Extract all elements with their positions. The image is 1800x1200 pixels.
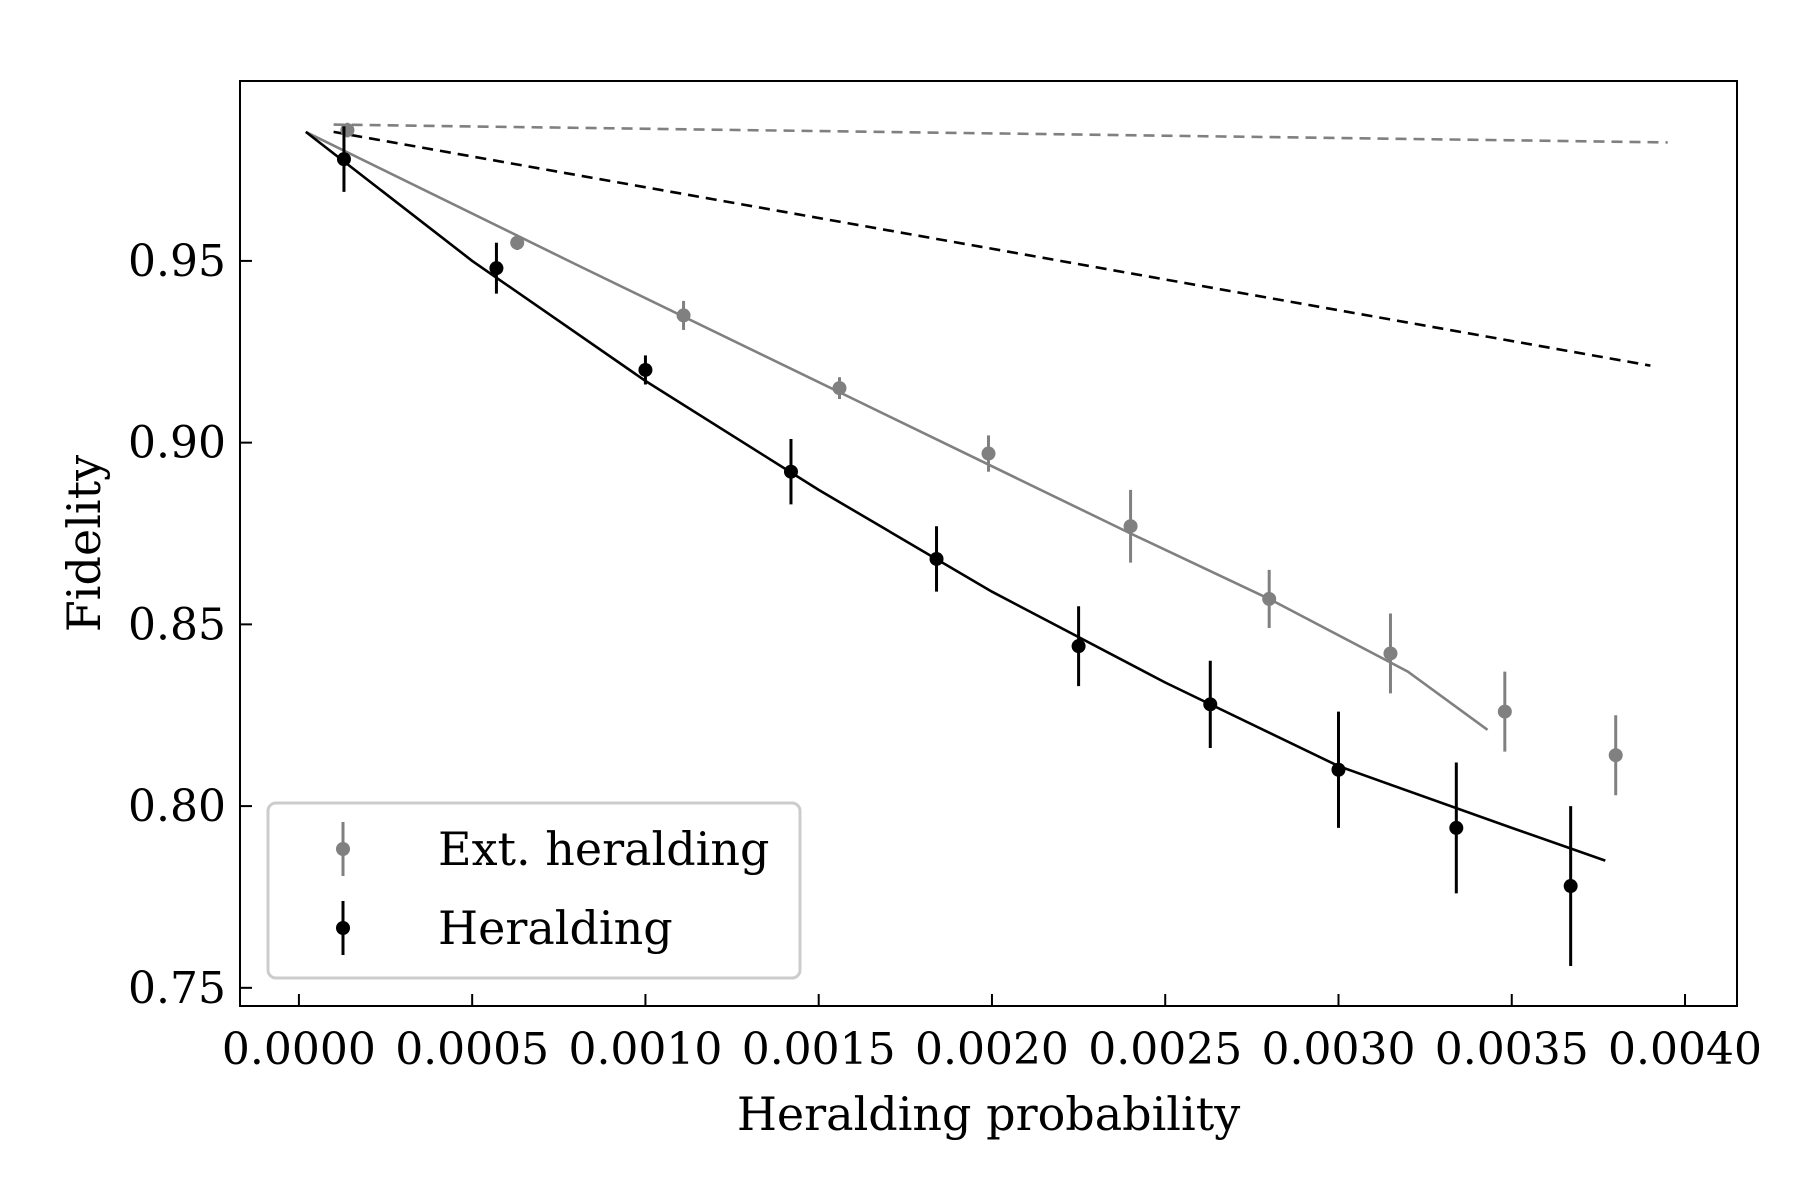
y-tick-label: 0.75: [128, 963, 226, 1014]
data-point: [1449, 820, 1464, 835]
data-point: [336, 152, 351, 167]
plot-area: [305, 122, 1668, 967]
data-point: [510, 235, 525, 250]
data-point: [783, 464, 798, 479]
y-tick-label: 0.80: [128, 781, 226, 832]
y-tick-label: 0.90: [128, 418, 226, 469]
data-point: [1203, 697, 1218, 712]
x-tick-label: 0.0015: [742, 1024, 896, 1075]
legend-marker: [336, 842, 350, 856]
x-tick-label: 0.0025: [1088, 1024, 1242, 1075]
x-tick-label: 0.0040: [1608, 1024, 1762, 1075]
data-point: [638, 362, 653, 377]
x-tick-label: 0.0010: [568, 1024, 722, 1075]
x-tick-label: 0.0005: [395, 1024, 549, 1075]
x-axis-label: Heralding probability: [737, 1087, 1240, 1141]
x-axis: 0.0000 0.0005 0.0010 0.0015 0.0020 0.0025 0.00…: [222, 994, 1762, 1075]
data-point: [1497, 704, 1512, 719]
data-point: [929, 551, 944, 566]
data-point: [489, 261, 504, 276]
legend: Ext. heralding Heralding: [266, 801, 802, 980]
axes-frame: [239, 80, 1738, 1007]
data-point: [1123, 519, 1138, 534]
fit-line: [305, 130, 1606, 862]
legend-label: Heralding: [438, 901, 673, 955]
legend-label: Ext. heralding: [438, 822, 769, 876]
x-tick-label: 0.0030: [1262, 1024, 1416, 1075]
fit-line: [305, 130, 1489, 731]
data-point: [1383, 646, 1398, 661]
y-tick-label: 0.85: [128, 599, 226, 650]
data-point: [1262, 591, 1277, 606]
y-tick-label: 0.95: [128, 236, 226, 287]
x-tick-label: 0.0035: [1435, 1024, 1589, 1075]
data-point: [1331, 762, 1346, 777]
x-tick-label: 0.0020: [915, 1024, 1069, 1075]
legend-box: [266, 801, 802, 980]
legend-marker: [336, 921, 350, 935]
data-point: [981, 446, 996, 461]
x-tick-label: 0.0000: [222, 1024, 376, 1075]
data-point: [832, 381, 847, 396]
y-axis-label: Fidelity: [57, 455, 111, 632]
data-point: [1071, 639, 1086, 654]
data-point: [1563, 879, 1578, 894]
data-point: [676, 308, 691, 323]
bound-line: [333, 130, 1651, 367]
y-axis: 0.75 0.80 0.85 0.90 0.95: [128, 236, 252, 1014]
bound-line: [333, 123, 1668, 144]
data-point: [1608, 748, 1623, 763]
